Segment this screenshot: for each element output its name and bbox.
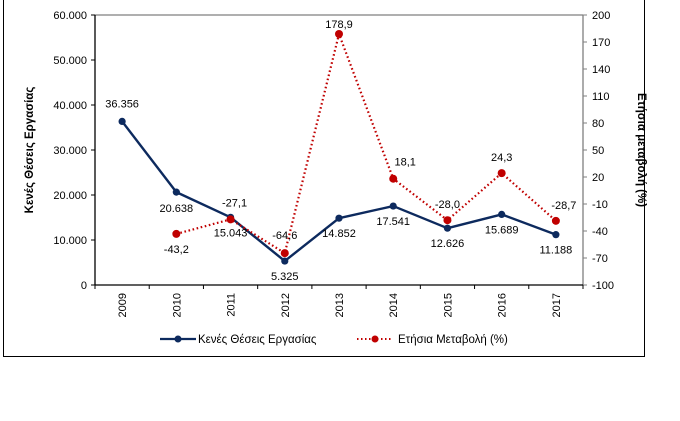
- y-tick-label-right: -70: [592, 253, 608, 265]
- data-point-annual-change: [172, 229, 181, 238]
- legend: Κενές Θέσεις Εργασίας Ετήσια Μεταβολή (%…: [160, 334, 508, 346]
- y-tick-label-right: -100: [592, 280, 614, 292]
- data-point-vacancies: [552, 231, 560, 239]
- data-point-annual-change: [226, 215, 235, 224]
- x-tick-label: 2016: [497, 293, 509, 317]
- data-label-vacancies: 11.188: [539, 245, 572, 257]
- data-point-vacancies: [172, 188, 180, 196]
- y-tick-label-left: 40.000: [53, 100, 87, 112]
- legend-marker-vacancies: [174, 335, 182, 343]
- data-point-annual-change: [389, 174, 398, 183]
- y-tick-label-right: 140: [592, 64, 610, 76]
- legend-label-change: Ετήσια Μεταβολή (%): [398, 334, 508, 346]
- data-point-vacancies: [443, 224, 452, 232]
- data-label-vacancies: 15.043: [214, 227, 248, 239]
- chart-frame: [3, 0, 645, 357]
- data-point-vacancies: [498, 210, 506, 218]
- data-point-vacancies: [281, 257, 289, 265]
- y-tick-label-left: 50.000: [53, 55, 87, 67]
- legend-label-vacancies: Κενές Θέσεις Εργασίας: [198, 334, 317, 346]
- data-label-vacancies: 20.638: [160, 203, 194, 215]
- y-tick-label-left: 0: [81, 280, 87, 292]
- x-tick-label: 2012: [280, 293, 292, 317]
- data-label-annual-change: -27,1: [222, 197, 247, 209]
- y-tick-label-left: 60.000: [53, 10, 87, 22]
- y-tick-label-left: 10.000: [53, 235, 87, 247]
- data-point-vacancies: [389, 202, 397, 210]
- data-label-annual-change: -28,7: [551, 200, 576, 212]
- y-tick-label-right: -40: [592, 226, 608, 238]
- y-tick-label-right: 110: [592, 91, 610, 103]
- data-point-annual-change: [551, 216, 560, 225]
- y-tick-label-right: 20: [592, 172, 604, 184]
- x-tick-label: 2009: [117, 293, 129, 317]
- x-tick-label: 2015: [442, 293, 454, 317]
- data-point-annual-change: [335, 29, 343, 38]
- x-tick-label: 2011: [226, 293, 238, 317]
- legend-marker-change: [371, 335, 379, 343]
- data-label-annual-change: -64,6: [272, 230, 297, 242]
- data-label-vacancies: 36.356: [105, 98, 139, 110]
- y-axis-title-left: Κενές Θέσεις Εργασίας: [24, 87, 36, 214]
- data-point-annual-change: [497, 169, 506, 178]
- data-label-annual-change: -43,2: [164, 244, 189, 256]
- y-tick-label-right: 80: [592, 118, 604, 130]
- data-label-vacancies: 14.852: [322, 228, 356, 240]
- x-tick-label: 2010: [171, 293, 183, 317]
- data-label-vacancies: 12.626: [431, 238, 465, 250]
- data-point-vacancies: [118, 117, 126, 125]
- y-tick-label-right: -10: [592, 199, 608, 211]
- data-label-annual-change: 18,1: [395, 157, 416, 169]
- x-tick-label: 2013: [334, 293, 346, 317]
- y-tick-label-right: 200: [592, 10, 610, 22]
- x-tick-label: 2014: [388, 293, 400, 317]
- y-tick-label-right: 50: [592, 145, 604, 157]
- data-label-annual-change: -28,0: [435, 199, 460, 211]
- data-label-vacancies: 15.689: [485, 224, 519, 236]
- data-point-vacancies: [335, 214, 343, 222]
- x-tick-label: 2017: [551, 293, 563, 317]
- y-axis-title-right: Ετήσια μεταβολή (%): [635, 93, 647, 207]
- data-label-annual-change: 178,9: [325, 19, 353, 31]
- data-label-vacancies: 5.325: [271, 271, 299, 283]
- y-tick-label-left: 30.000: [53, 145, 87, 157]
- data-label-annual-change: 24,3: [491, 152, 512, 164]
- data-label-vacancies: 17.541: [376, 216, 410, 228]
- y-tick-label-left: 20.000: [53, 190, 87, 202]
- y-tick-label-right: 170: [592, 37, 610, 49]
- data-point-annual-change: [280, 249, 289, 258]
- data-point-annual-change: [443, 216, 452, 225]
